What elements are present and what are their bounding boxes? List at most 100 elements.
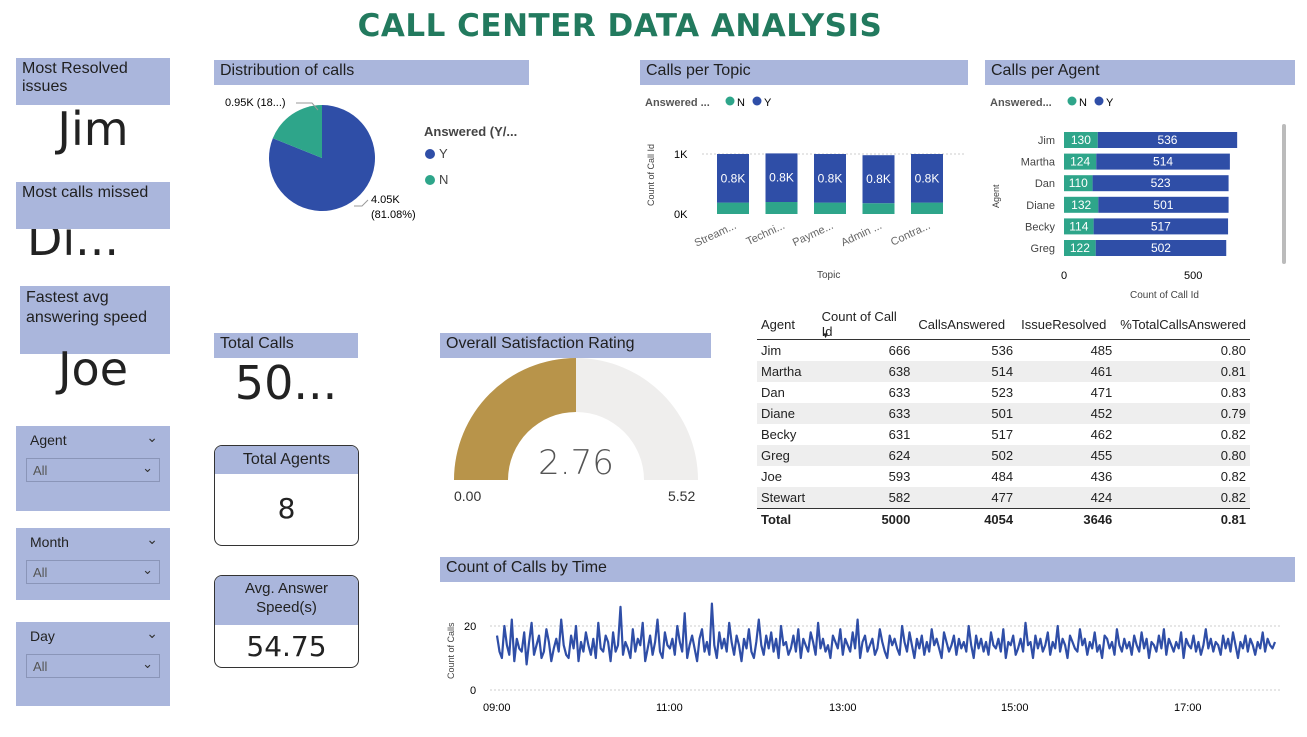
most-missed-label: Most calls missed — [16, 182, 170, 229]
time-xtick: 15:00 — [1001, 702, 1029, 714]
topic-bar-y[interactable] — [814, 154, 846, 203]
table-row[interactable]: Diane 633 501 452 0.79 — [757, 403, 1250, 424]
topic-ytick-1k: 1K — [674, 149, 688, 161]
time-ytick-0: 0 — [470, 685, 476, 697]
chevron-down-icon[interactable]: ⌄ — [146, 430, 158, 446]
table-cell: 523 — [991, 385, 1014, 400]
total-agents-card: Total Agents 8 — [214, 445, 359, 546]
agent-bar-y[interactable] — [1097, 132, 1238, 148]
topic-category-label: Techni... — [745, 220, 787, 248]
topic-legend-n: N — [737, 97, 745, 109]
time-xtick: 09:00 — [483, 702, 511, 714]
column-header-count[interactable]: Count of Call Id ▼ — [818, 309, 915, 340]
table-total-cell: 5000 — [817, 508, 915, 530]
topic-bar-n[interactable] — [814, 202, 846, 214]
table-cell: 461 — [1017, 361, 1117, 382]
agent-bar-n[interactable] — [1064, 132, 1098, 148]
agent-bar-y[interactable] — [1096, 153, 1230, 170]
table-row[interactable]: Martha 638 514 461 0.81 — [757, 361, 1250, 382]
agent-table: Agent Count of Call Id ▼ CallsAnswered Is… — [757, 309, 1250, 530]
table-cell: 631 — [888, 427, 911, 442]
table-cell: 666 — [888, 343, 911, 358]
agent-bar-n[interactable] — [1064, 240, 1096, 256]
table-row[interactable]: Greg 624 502 455 0.80 — [757, 445, 1250, 466]
agent-category-label: Diane — [1026, 200, 1055, 212]
column-header-pct[interactable]: %TotalCallsAnswered — [1120, 316, 1246, 332]
avg-speed-value: 54.75 — [246, 630, 327, 663]
agent-bar-n[interactable] — [1064, 175, 1093, 192]
column-header-resolved[interactable]: IssueResolved — [1021, 316, 1107, 332]
topic-ylabel: Count of Call Id — [646, 144, 656, 206]
topic-category-label: Contra... — [889, 220, 932, 249]
topic-bar-y[interactable] — [862, 155, 895, 204]
topic-bar-y[interactable] — [717, 154, 749, 203]
table-total-cell: 3646 — [1017, 508, 1117, 530]
table-cell: 0.83 — [1220, 385, 1246, 400]
agent-bar-y[interactable] — [1095, 240, 1227, 256]
topic-bar-n[interactable] — [911, 202, 943, 214]
table-cell: Martha — [757, 361, 818, 382]
agent-bar-y[interactable] — [1093, 218, 1229, 235]
agent-table-container: Agent Count of Call Id ▼ CallsAnswered Is… — [757, 309, 1252, 530]
chevron-down-icon: ⌄ — [142, 563, 153, 578]
agent-bar-n[interactable] — [1064, 153, 1097, 170]
column-header-agent[interactable]: Agent — [761, 316, 795, 332]
table-row[interactable]: Jim 666 536 485 0.80 — [757, 340, 1250, 362]
time-chart-title: Count of Calls by Time — [440, 557, 1295, 582]
agent-bar-label-n: 110 — [1069, 176, 1088, 190]
topic-bar-y[interactable] — [765, 153, 798, 202]
pie-label-y-pct: (81.08%) — [371, 209, 416, 221]
day-dropdown[interactable]: All ⌄ — [26, 654, 160, 678]
table-cell: 484 — [991, 469, 1014, 484]
table-row[interactable]: Dan 633 523 471 0.83 — [757, 382, 1250, 403]
pie-legend-n: N — [439, 172, 448, 187]
agent-category-label: Dan — [1035, 178, 1055, 190]
pie-legend-y: Y — [439, 146, 448, 161]
table-cell: 436 — [1090, 469, 1113, 484]
table-total-cell: Total — [757, 508, 818, 530]
table-cell: Greg — [757, 445, 818, 466]
most-resolved-label: Most Resolved issues — [16, 58, 170, 105]
table-cell: 638 — [817, 361, 915, 382]
pie-slice-n[interactable] — [272, 105, 322, 158]
topic-bar-y[interactable] — [911, 154, 943, 203]
topic-bar-n[interactable] — [765, 202, 798, 214]
table-cell: 582 — [817, 487, 915, 509]
table-row[interactable]: Stewart 582 477 424 0.82 — [757, 487, 1250, 509]
table-cell: 455 — [1017, 445, 1117, 466]
table-row[interactable]: Joe 593 484 436 0.82 — [757, 466, 1250, 487]
day-slicer-label: Day — [30, 628, 55, 644]
table-cell: 633 — [888, 385, 911, 400]
month-dropdown-value: All — [33, 565, 48, 580]
agent-bar-n[interactable] — [1064, 218, 1094, 235]
table-cell: 452 — [1017, 403, 1117, 424]
agent-bar-label-y: 514 — [1153, 155, 1173, 169]
table-total-cell: 4054 — [914, 508, 1018, 530]
table-cell: 501 — [914, 403, 1018, 424]
agent-dropdown[interactable]: All ⌄ — [26, 458, 160, 482]
topic-legend-title: Answered ... — [645, 97, 710, 109]
topic-bar-label: 0.8K — [866, 172, 891, 186]
agent-bar-y[interactable] — [1098, 196, 1229, 213]
chevron-down-icon[interactable]: ⌄ — [146, 626, 158, 642]
agent-ylabel: Agent — [991, 184, 1001, 208]
column-header-answered[interactable]: CallsAnswered — [918, 316, 1006, 332]
agent-bar-y[interactable] — [1092, 175, 1229, 192]
table-row[interactable]: Becky 631 517 462 0.82 — [757, 424, 1250, 445]
day-dropdown-value: All — [33, 659, 48, 674]
agent-bar-label-y: 517 — [1151, 219, 1171, 233]
table-cell: 536 — [991, 343, 1014, 358]
topic-bar-n[interactable] — [862, 203, 895, 214]
table-cell: Dan — [761, 385, 785, 400]
agent-chart-scrollbar[interactable] — [1282, 124, 1286, 264]
legend-dot-y — [425, 149, 435, 159]
agent-category-label: Martha — [1021, 157, 1056, 169]
pie-title: Distribution of calls — [214, 60, 529, 85]
agent-bar-n[interactable] — [1064, 196, 1099, 213]
topic-title: Calls per Topic — [640, 60, 968, 85]
month-dropdown[interactable]: All ⌄ — [26, 560, 160, 584]
pie-label-y: 4.05K — [371, 194, 400, 206]
chevron-down-icon[interactable]: ⌄ — [146, 532, 158, 548]
topic-bar-n[interactable] — [717, 202, 749, 214]
agent-chart-title: Calls per Agent — [985, 60, 1295, 85]
